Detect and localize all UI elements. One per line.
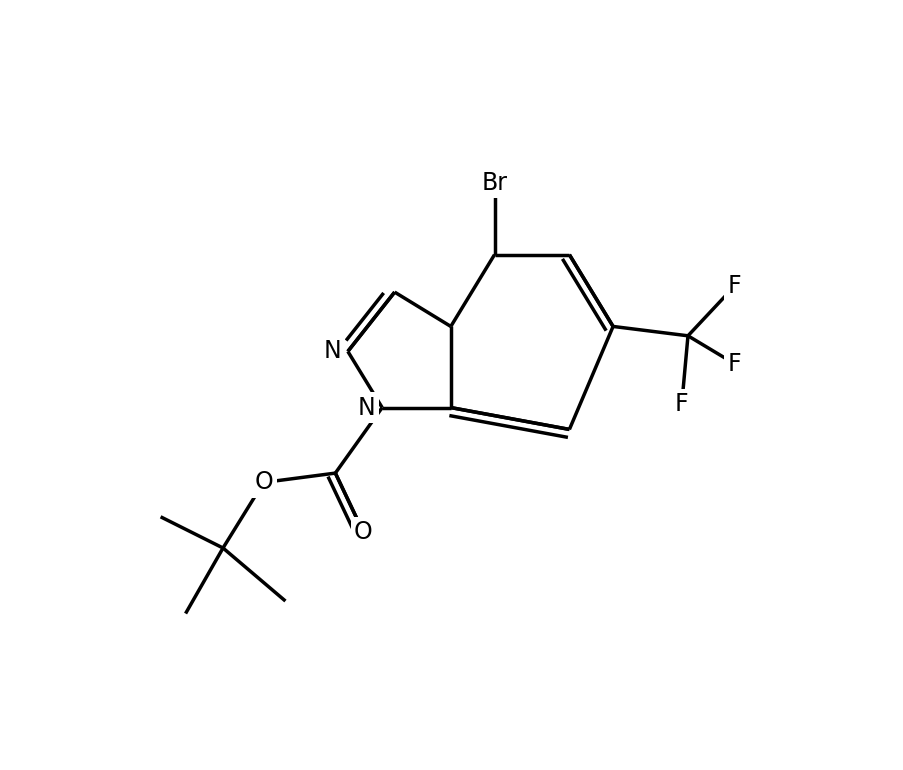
Text: N: N (358, 396, 375, 420)
Text: F: F (727, 274, 740, 298)
Text: F: F (727, 352, 740, 376)
Text: Br: Br (481, 171, 507, 195)
Text: F: F (675, 393, 688, 417)
Text: O: O (254, 470, 273, 494)
Text: O: O (354, 521, 372, 544)
Text: N: N (323, 340, 340, 363)
